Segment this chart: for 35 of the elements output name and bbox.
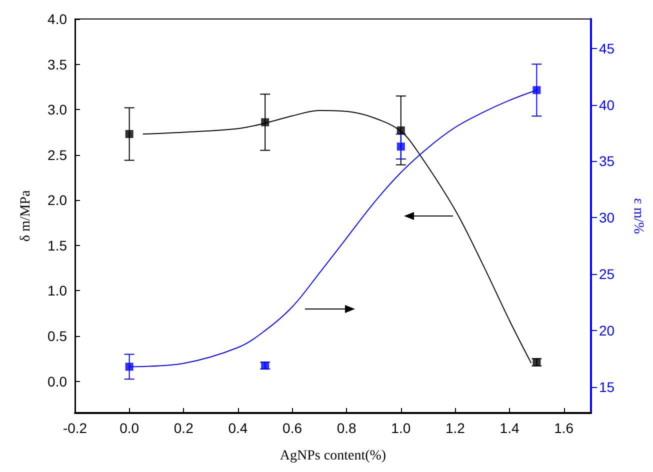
y2-tick-label: 45 bbox=[599, 40, 615, 56]
y-tick-label: 2.5 bbox=[48, 146, 68, 163]
point bbox=[396, 142, 405, 151]
x-tick-label: 1.0 bbox=[391, 420, 411, 436]
y2-tick-label: 35 bbox=[599, 153, 615, 170]
y-axis-title: δ m/MPa bbox=[18, 190, 34, 242]
y-tick-label: 0.0 bbox=[48, 373, 68, 390]
x-axis-title: AgNPs content(%) bbox=[280, 448, 386, 464]
y-tick-label: 3.0 bbox=[48, 102, 68, 118]
y-tick-label: 1.5 bbox=[48, 237, 68, 254]
x-tick-label: 0.0 bbox=[120, 420, 140, 436]
y2-tick-label: 25 bbox=[599, 266, 615, 282]
y-tick-label: 1.0 bbox=[48, 282, 68, 299]
y-tick-label: 3.5 bbox=[48, 56, 68, 72]
x-tick-label: 0.8 bbox=[336, 420, 357, 436]
x-tick-label: 0.6 bbox=[282, 420, 302, 436]
y2-tick-label: 15 bbox=[599, 379, 615, 396]
x-tick-label: 0.2 bbox=[174, 420, 194, 436]
point bbox=[396, 126, 405, 134]
y-tick-label: 2.0 bbox=[48, 192, 68, 208]
y2-tick-label: 30 bbox=[599, 210, 615, 226]
y2-axis-title: ε m/% bbox=[630, 198, 646, 234]
point bbox=[532, 86, 541, 94]
x-tick-label: 1.6 bbox=[554, 420, 574, 436]
y-tick-label: 0.5 bbox=[48, 328, 68, 344]
y-tick-label: 4.0 bbox=[48, 11, 68, 27]
x-tick-label: 1.4 bbox=[500, 420, 520, 436]
y2-tick-label: 40 bbox=[599, 96, 615, 113]
x-tick-label: 0.4 bbox=[228, 420, 248, 436]
point bbox=[125, 130, 134, 138]
point bbox=[125, 362, 134, 371]
x-tick-label: 1.2 bbox=[445, 420, 466, 436]
point bbox=[261, 118, 270, 126]
y2-tick-label: 20 bbox=[599, 322, 615, 339]
x-tick-label: -0.2 bbox=[62, 420, 88, 436]
